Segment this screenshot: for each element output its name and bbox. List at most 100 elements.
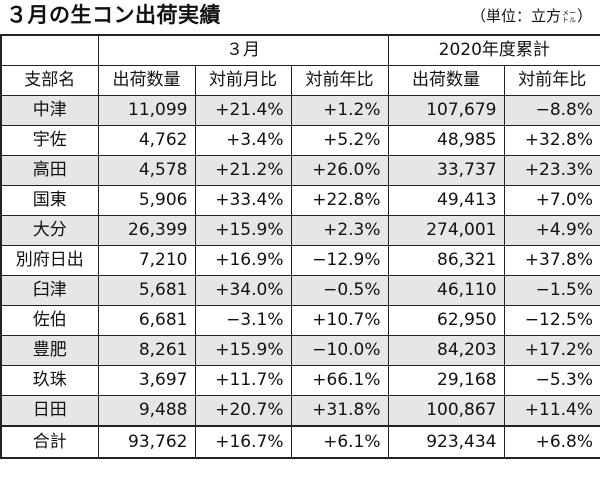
month-yoy: +1.2% [290,95,389,126]
month-yoy: +5.2% [290,125,389,156]
total-mom: +16.7% [194,425,292,459]
cum-yoy: −1.5% [503,275,600,306]
month-yoy: −10.0% [290,335,389,366]
month-mom: −3.1% [194,305,292,336]
cum-qty: 46,110 [387,275,505,306]
cum-qty: 100,867 [387,395,505,427]
table-row: 玖珠 3,697 +11.7% +66.1% 29,168 −5.3% [0,365,600,396]
month-mom: +21.4% [194,95,292,126]
month-mom: +11.7% [194,365,292,396]
header-cum-yoy: 対前年比 [503,65,600,96]
month-qty: 4,762 [97,125,196,156]
cum-yoy: −12.5% [503,305,600,336]
header-cumulative-group: 2020年度累計 [387,34,600,66]
header-branch: 支部名 [0,65,99,96]
month-mom: +20.7% [194,395,292,427]
branch-name: 別府日出 [0,245,99,276]
branch-name: 大分 [0,215,99,246]
cum-qty: 107,679 [387,95,505,126]
month-mom: +3.4% [194,125,292,156]
month-mom: +15.9% [194,335,292,366]
cum-yoy: +7.0% [503,185,600,216]
month-yoy: −0.5% [290,275,389,306]
header-month-yoy: 対前年比 [290,65,389,96]
unit-kana-bottom: トル [561,15,576,24]
cum-qty: 86,321 [387,245,505,276]
branch-name: 日田 [0,395,99,427]
unit-prefix: （単位：立方 [470,7,561,25]
table-body: 中津 11,099 +21.4% +1.2% 107,679 −8.8% 宇佐 4,762 +3… [0,95,600,427]
cum-qty: 84,203 [387,335,505,366]
header-month-mom: 対前月比 [194,65,292,96]
branch-name: 宇佐 [0,125,99,156]
cum-yoy: +32.8% [503,125,600,156]
header-blank-cell [0,34,99,66]
total-name: 合計 [0,425,99,459]
month-qty: 3,697 [97,365,196,396]
month-qty: 5,681 [97,275,196,306]
unit-kana-top: メー [561,8,576,17]
header-group-row: ３月 2020年度累計 [0,34,600,66]
cum-yoy: −5.3% [503,365,600,396]
cum-yoy: −8.8% [503,95,600,126]
cum-yoy: +11.4% [503,395,600,427]
total-qty: 93,762 [97,425,196,459]
table-row: 大分 26,399 +15.9% +2.3% 274,001 +4.9% [0,215,600,246]
month-mom: +21.2% [194,155,292,186]
table-row: 国東 5,906 +33.4% +22.8% 49,413 +7.0% [0,185,600,216]
branch-name: 佐伯 [0,305,99,336]
table-row: 日田 9,488 +20.7% +31.8% 100,867 +11.4% [0,395,600,427]
branch-name: 高田 [0,155,99,186]
month-qty: 8,261 [97,335,196,366]
table-row: 別府日出 7,210 +16.9% −12.9% 86,321 +37.8% [0,245,600,276]
cum-qty: 274,001 [387,215,505,246]
month-qty: 11,099 [97,95,196,126]
month-yoy: −12.9% [290,245,389,276]
table-row: 臼津 5,681 +34.0% −0.5% 46,110 −1.5% [0,275,600,306]
branch-name: 豊肥 [0,335,99,366]
month-qty: 4,578 [97,155,196,186]
header-cum-qty: 出荷数量 [387,65,505,96]
month-mom: +33.4% [194,185,292,216]
month-qty: 5,906 [97,185,196,216]
header-month-group: ３月 [97,34,389,66]
branch-name: 臼津 [0,275,99,306]
unit-suffix: ） [576,7,592,25]
month-mom: +16.9% [194,245,292,276]
table-row: 中津 11,099 +21.4% +1.2% 107,679 −8.8% [0,95,600,126]
table-row: 佐伯 6,681 −3.1% +10.7% 62,950 −12.5% [0,305,600,336]
cum-qty: 29,168 [387,365,505,396]
page-title: ３月の生コン出荷実績 [6,3,221,27]
month-yoy: +31.8% [290,395,389,427]
month-yoy: +66.1% [290,365,389,396]
cum-yoy: +37.8% [503,245,600,276]
month-yoy: +22.8% [290,185,389,216]
total-cum-qty: 923,434 [387,425,505,459]
total-row: 合計 93,762 +16.7% +6.1% 923,434 +6.8% [0,425,600,459]
shipment-table: ３月 2020年度累計 支部名 出荷数量 対前月比 対前年比 出荷数量 対前年比… [0,34,600,459]
table-row: 高田 4,578 +21.2% +26.0% 33,737 +23.3% [0,155,600,186]
header-column-row: 支部名 出荷数量 対前月比 対前年比 出荷数量 対前年比 [0,65,600,96]
branch-name: 国東 [0,185,99,216]
table-row: 豊肥 8,261 +15.9% −10.0% 84,203 +17.2% [0,335,600,366]
month-yoy: +10.7% [290,305,389,336]
cum-yoy: +4.9% [503,215,600,246]
unit-note: （単位：立方メー トル） [471,6,592,26]
cum-qty: 62,950 [387,305,505,336]
month-qty: 9,488 [97,395,196,427]
header-month-qty: 出荷数量 [97,65,196,96]
month-mom: +34.0% [194,275,292,306]
month-mom: +15.9% [194,215,292,246]
branch-name: 中津 [0,95,99,126]
branch-name: 玖珠 [0,365,99,396]
month-qty: 7,210 [97,245,196,276]
cum-qty: 33,737 [387,155,505,186]
total-cum-yoy: +6.8% [503,425,600,459]
cum-yoy: +23.3% [503,155,600,186]
month-yoy: +2.3% [290,215,389,246]
table-row: 宇佐 4,762 +3.4% +5.2% 48,985 +32.8% [0,125,600,156]
cum-yoy: +17.2% [503,335,600,366]
total-yoy: +6.1% [290,425,389,459]
cum-qty: 48,985 [387,125,505,156]
month-qty: 26,399 [97,215,196,246]
